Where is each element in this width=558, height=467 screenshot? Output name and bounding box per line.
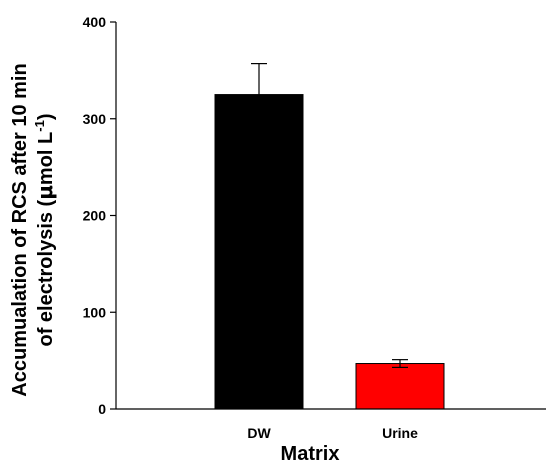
- bar-urine: [355, 363, 445, 410]
- x-tick-label-urine: Urine: [382, 425, 418, 441]
- y-axis-ticks: 0 100 200 300 400: [83, 14, 116, 417]
- x-axis-ticks: DW Urine: [247, 425, 418, 441]
- y-tick-label: 100: [83, 304, 107, 320]
- y-tick-label: 400: [83, 14, 107, 30]
- x-tick-label-dw: DW: [247, 425, 271, 441]
- bars: [214, 94, 445, 410]
- error-bars: [251, 63, 408, 368]
- error-bar-dw: [251, 63, 267, 95]
- x-axis-title: Matrix: [281, 443, 340, 465]
- y-tick-label: 300: [83, 111, 107, 127]
- error-bar-urine: [392, 359, 408, 368]
- y-tick-label: 0: [98, 401, 106, 417]
- y-axis-title-line1: Accumualation of RCS after 10 min: [9, 63, 31, 396]
- y-axis-title: Accumualation of RCS after 10 min of ele…: [9, 63, 57, 396]
- bar-dw: [214, 94, 304, 410]
- y-axis-title-line2: of electrolysis (μmol L-1): [32, 113, 57, 346]
- y-tick-label: 200: [83, 208, 107, 224]
